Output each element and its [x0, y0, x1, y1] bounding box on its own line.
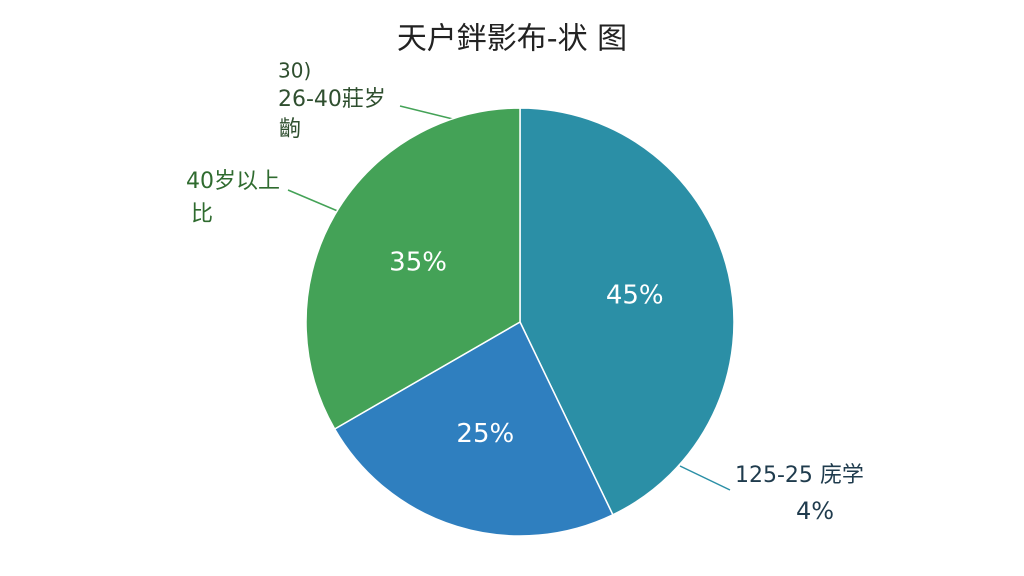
- annotation: 30): [278, 59, 311, 83]
- leader-line: [287, 189, 341, 213]
- slice-label: 45%: [606, 280, 664, 310]
- annotation: 比: [191, 202, 213, 227]
- annotation: 26-40莊岁: [278, 87, 386, 112]
- annotation: 125-25 庑学: [735, 463, 864, 488]
- annotation: 40岁以上: [186, 169, 280, 194]
- pie-slice: [519, 107, 735, 516]
- annotation: 齣: [279, 117, 301, 142]
- chart-title: 天户鉡影布-状 图: [397, 22, 627, 57]
- leader-line: [679, 465, 731, 491]
- slice-label: 25%: [456, 419, 514, 449]
- annotation: 4%: [796, 497, 834, 525]
- pie-slice: [333, 320, 614, 537]
- slice-label: 35%: [389, 248, 447, 278]
- pie-slice: [305, 107, 521, 431]
